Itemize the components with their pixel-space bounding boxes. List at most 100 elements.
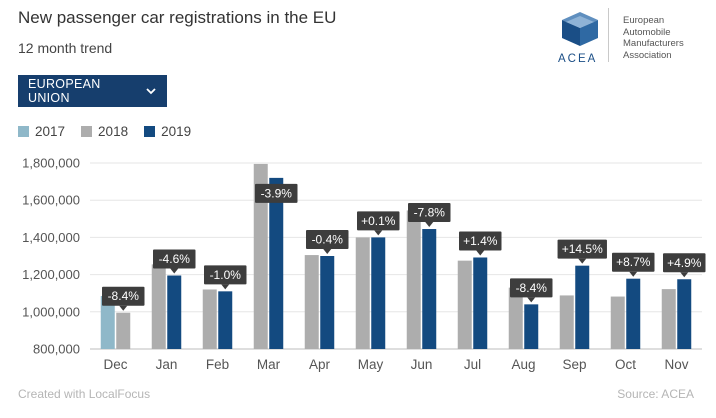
- change-badge-pointer: [170, 268, 179, 274]
- change-badge: +1.4%: [459, 231, 502, 256]
- change-badge-box: [204, 265, 247, 285]
- x-tick-label: Sep: [562, 357, 586, 372]
- x-tick-label: Dec: [103, 357, 127, 372]
- bar-2018-jan: [151, 264, 166, 349]
- bar-2018-aug: [508, 287, 523, 349]
- acea-cube-icon: [562, 12, 598, 46]
- x-tick-label: Jun: [411, 357, 433, 372]
- y-tick-label: 800,000: [33, 342, 80, 357]
- change-badge-label: +0.1%: [361, 214, 396, 228]
- change-badge: +14.5%: [557, 239, 607, 264]
- bar-2018-mar: [253, 163, 268, 349]
- x-tick-label: Nov: [664, 357, 688, 372]
- bar-2019-oct: [626, 278, 641, 349]
- legend-swatch-2018: [81, 126, 93, 137]
- x-tick-label: Oct: [615, 357, 636, 372]
- legend-label-2017: 2017: [35, 124, 66, 139]
- change-badge-box: [102, 286, 145, 306]
- change-badge-label: -4.6%: [159, 252, 191, 266]
- change-badge: -1.0%: [204, 265, 247, 290]
- footer-credit[interactable]: Created with LocalFocus: [18, 387, 151, 401]
- change-badge-box: [408, 203, 451, 223]
- change-badge-label: +14.5%: [562, 242, 603, 256]
- bar-2019-jul: [473, 257, 488, 349]
- change-badge-box: [255, 183, 298, 203]
- bar-2019-jun: [422, 229, 437, 349]
- bar-2018-sep: [559, 295, 574, 349]
- bar-2019-nov: [677, 279, 692, 349]
- change-badge-box: [557, 239, 607, 259]
- legend-swatch-2019: [144, 126, 156, 137]
- logo-text: European Automobile Manufacturers Associ…: [623, 15, 684, 61]
- x-tick-label: Aug: [511, 357, 535, 372]
- bar-2019-jan: [167, 275, 182, 349]
- y-tick-label: 1,200,000: [22, 267, 80, 282]
- change-badge-pointer: [119, 305, 128, 311]
- logo-divider: [608, 8, 609, 62]
- chart-title: New passenger car registrations in the E…: [18, 8, 337, 27]
- logo-line: European: [623, 15, 665, 26]
- change-badge-pointer: [476, 250, 485, 256]
- bar-2018-oct: [610, 296, 625, 349]
- bar-2019-mar: [269, 177, 284, 349]
- bar-2018-feb: [202, 289, 217, 349]
- change-badge-pointer: [527, 297, 536, 303]
- logo-line: Automobile: [623, 26, 671, 38]
- change-badge-box: [663, 253, 706, 273]
- change-badge: -8.4%: [510, 278, 553, 303]
- bar-2018-jul: [457, 260, 472, 349]
- change-badge-box: [510, 278, 553, 298]
- y-tick-label: 1,400,000: [22, 230, 80, 245]
- acea-logo: ACEA European Automobile Manufacturers A…: [556, 6, 706, 66]
- region-dropdown[interactable]: EUROPEAN UNION: [18, 75, 167, 107]
- change-badge-label: +4.9%: [667, 256, 702, 270]
- change-badge: -8.4%: [102, 286, 145, 311]
- chart-legend: 2017 2018 2019: [18, 124, 191, 139]
- x-tick-label: Apr: [309, 357, 331, 372]
- change-badge-pointer: [374, 230, 383, 236]
- bar-2018-may: [355, 237, 370, 349]
- change-badge-pointer: [578, 258, 587, 264]
- change-badge-pointer: [629, 271, 638, 277]
- bar-2019-sep: [575, 265, 590, 349]
- legend-label-2018: 2018: [98, 124, 129, 139]
- x-tick-label: Jan: [156, 357, 178, 372]
- change-badge-box: [153, 249, 196, 269]
- change-badge: -0.4%: [306, 230, 349, 254]
- chevron-down-icon[interactable]: [145, 85, 157, 97]
- change-badge-box: [357, 211, 400, 231]
- x-tick-label: Mar: [257, 357, 281, 372]
- x-tick-label: May: [358, 357, 384, 372]
- change-badge-pointer: [680, 272, 689, 278]
- change-badge: -3.9%: [255, 183, 298, 203]
- y-tick-label: 1,000,000: [22, 304, 80, 319]
- change-badge-label: +8.7%: [616, 255, 651, 269]
- region-dropdown-label: EUROPEAN UNION: [28, 77, 101, 105]
- y-tick-label: 1,800,000: [22, 156, 80, 171]
- change-badge-label: -8.4%: [516, 281, 548, 295]
- footer-source: Source: ACEA: [617, 387, 694, 401]
- change-badge-pointer: [221, 284, 230, 290]
- bar-2018-nov: [661, 289, 676, 349]
- change-badge-pointer: [323, 249, 332, 254]
- change-badge: +4.9%: [663, 253, 706, 278]
- chart-subtitle: 12 month trend: [18, 40, 113, 56]
- change-badge-label: -8.4%: [108, 289, 140, 303]
- change-badge: +8.7%: [612, 252, 655, 277]
- legend-item-2018[interactable]: 2018: [81, 124, 128, 139]
- change-badge-box: [612, 252, 655, 272]
- legend-item-2017[interactable]: 2017: [18, 124, 65, 139]
- legend-label-2019: 2019: [161, 124, 192, 139]
- change-badge: -7.8%: [408, 203, 451, 228]
- change-badge: +0.1%: [357, 211, 400, 236]
- logo-line: Association: [623, 49, 672, 61]
- change-badge-box: [306, 230, 349, 249]
- legend-item-2019[interactable]: 2019: [144, 124, 191, 139]
- change-badge-label: -3.9%: [261, 186, 293, 200]
- bar-2019-apr: [320, 256, 335, 349]
- logo-wordmark: ACEA: [558, 53, 598, 65]
- bar-2018-dec: [116, 312, 131, 349]
- change-badge-label: -7.8%: [414, 206, 446, 220]
- bar-2017-dec: [100, 295, 115, 349]
